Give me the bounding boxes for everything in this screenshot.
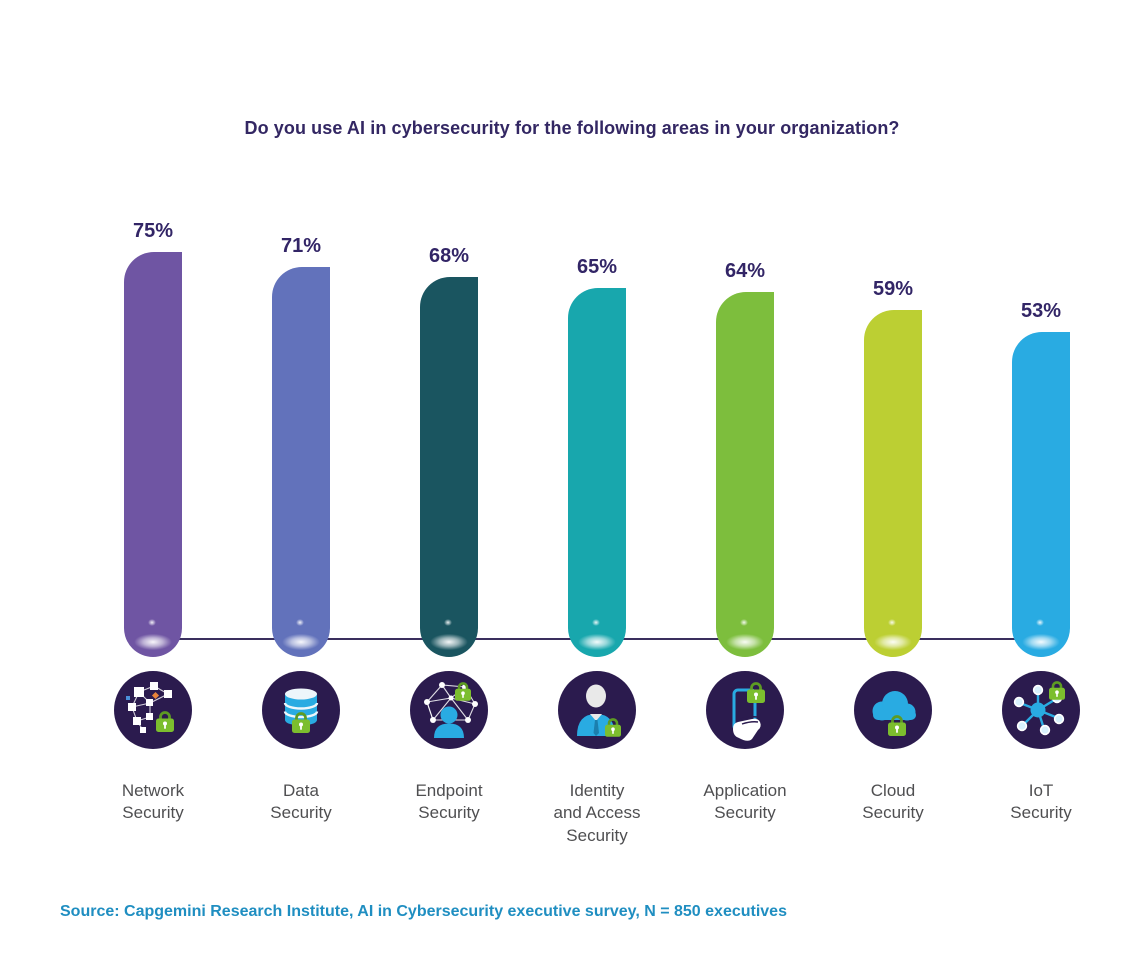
bar-glow [426, 632, 472, 652]
bar-glow-dot [888, 619, 896, 626]
chart-column-application-security: 64% Application Security [671, 0, 819, 966]
bar-glow-dot [1036, 619, 1044, 626]
bar-identity-access-security [568, 288, 626, 657]
category-label: Identity and Access Security [553, 781, 641, 845]
application-security-icon [705, 670, 785, 750]
bar-glow [278, 632, 324, 652]
data-security-icon [261, 670, 341, 750]
category-label: IoT Security [1010, 781, 1072, 823]
bar-glow [870, 632, 916, 652]
chart-column-iot-security: 53% [967, 0, 1115, 966]
bar-cloud-security [864, 310, 922, 657]
category-label: Cloud Security [862, 781, 924, 823]
bar-value-label: 64% [724, 260, 766, 282]
chart-column-cloud-security: 59% Cloud Security [819, 0, 967, 966]
chart-column-endpoint-security: 68% [375, 0, 523, 966]
bar-glow-dot [444, 619, 452, 626]
bar-value-label: 75% [132, 220, 174, 242]
bar-glow [130, 632, 176, 652]
bar-glow-dot [296, 619, 304, 626]
bar-value-label: 53% [1020, 300, 1062, 322]
network-security-icon [113, 670, 193, 750]
bar-value-label: 68% [428, 245, 470, 267]
bar-application-security [716, 292, 774, 657]
chart-title: Do you use AI in cybersecurity for the f… [244, 118, 900, 138]
category-label: Application Security [703, 781, 787, 823]
category-label: Data Security [270, 781, 332, 823]
bar-data-security [272, 267, 330, 657]
bar-value-label: 71% [280, 235, 322, 257]
bar-endpoint-security [420, 277, 478, 657]
category-label: Endpoint Security [415, 781, 483, 823]
chart-column-network-security: 75% [79, 0, 227, 966]
bar-iot-security [1012, 332, 1070, 657]
bar-glow-dot [740, 619, 748, 626]
bar-glow [574, 632, 620, 652]
iot-security-icon [1001, 670, 1081, 750]
bar-network-security [124, 252, 182, 657]
endpoint-security-icon [409, 670, 489, 750]
source-note: Source: Capgemini Research Institute, AI… [60, 903, 787, 920]
chart-column-identity-access-security: 65% Identity and Access Security [523, 0, 671, 966]
bar-value-label: 65% [576, 256, 618, 278]
bar-glow [1018, 632, 1064, 652]
category-label: Network Security [121, 781, 185, 823]
bar-glow-dot [148, 619, 156, 626]
identity-access-security-icon [557, 670, 637, 750]
bar-glow [722, 632, 768, 652]
bar-value-label: 59% [872, 278, 914, 300]
chart-column-data-security: 71% Data Security [227, 0, 375, 966]
cloud-security-icon [853, 670, 933, 750]
bar-glow-dot [592, 619, 600, 626]
